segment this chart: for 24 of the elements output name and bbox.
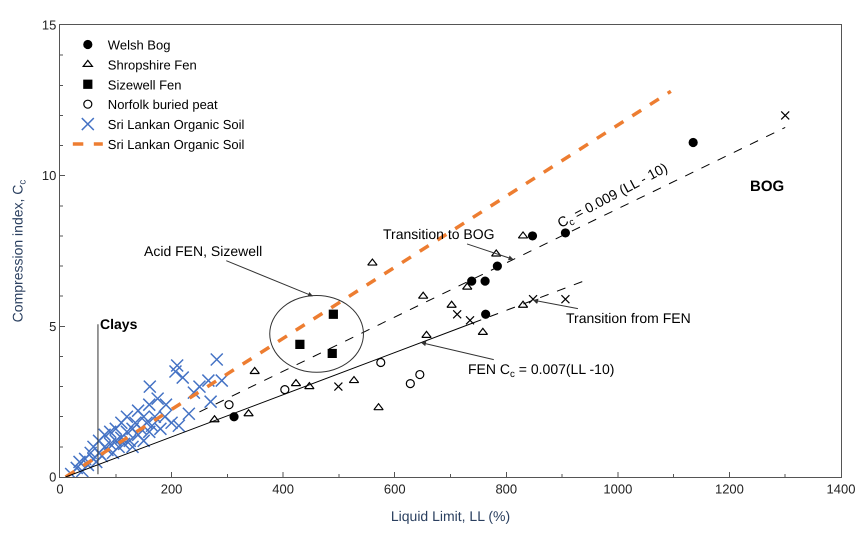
annotation: BOG	[750, 178, 784, 195]
x-tick-label: 1000	[603, 482, 632, 497]
x-tick-label: 1200	[714, 482, 744, 497]
x-tick-label: 400	[272, 482, 294, 497]
annotation: Clays	[100, 316, 138, 332]
y-tick-label: 5	[49, 318, 56, 334]
annotation: Acid FEN, Sizewell	[144, 243, 262, 259]
x-tick-label: 200	[160, 482, 182, 497]
legend-label: Shropshire Fen	[108, 57, 197, 72]
x-tick-label: 600	[384, 482, 406, 497]
legend-label: Norfolk buried peat	[108, 97, 218, 112]
annotation: Transition from FEN	[566, 310, 691, 326]
annotation: Transition to BOG	[383, 226, 495, 242]
legend-label: Welsh Bog	[108, 38, 170, 53]
y-tick-label: 10	[42, 168, 56, 184]
annotation: FEN C$_{c}$ = 0.007(LL -10)	[468, 361, 614, 380]
x-tick-label: 800	[495, 482, 518, 497]
y-tick-label: 15	[42, 18, 56, 33]
x-tick-label: 1400	[826, 482, 856, 497]
legend-label: Sri Lankan Organic Soil	[108, 137, 244, 152]
x-axis-title: Liquid Limit, LL (%)	[390, 508, 510, 524]
legend-label: Sizewell Fen	[108, 77, 182, 92]
legend-label: Sri Lankan Organic Soil	[108, 117, 244, 132]
y-tick-label: 0	[49, 470, 56, 485]
